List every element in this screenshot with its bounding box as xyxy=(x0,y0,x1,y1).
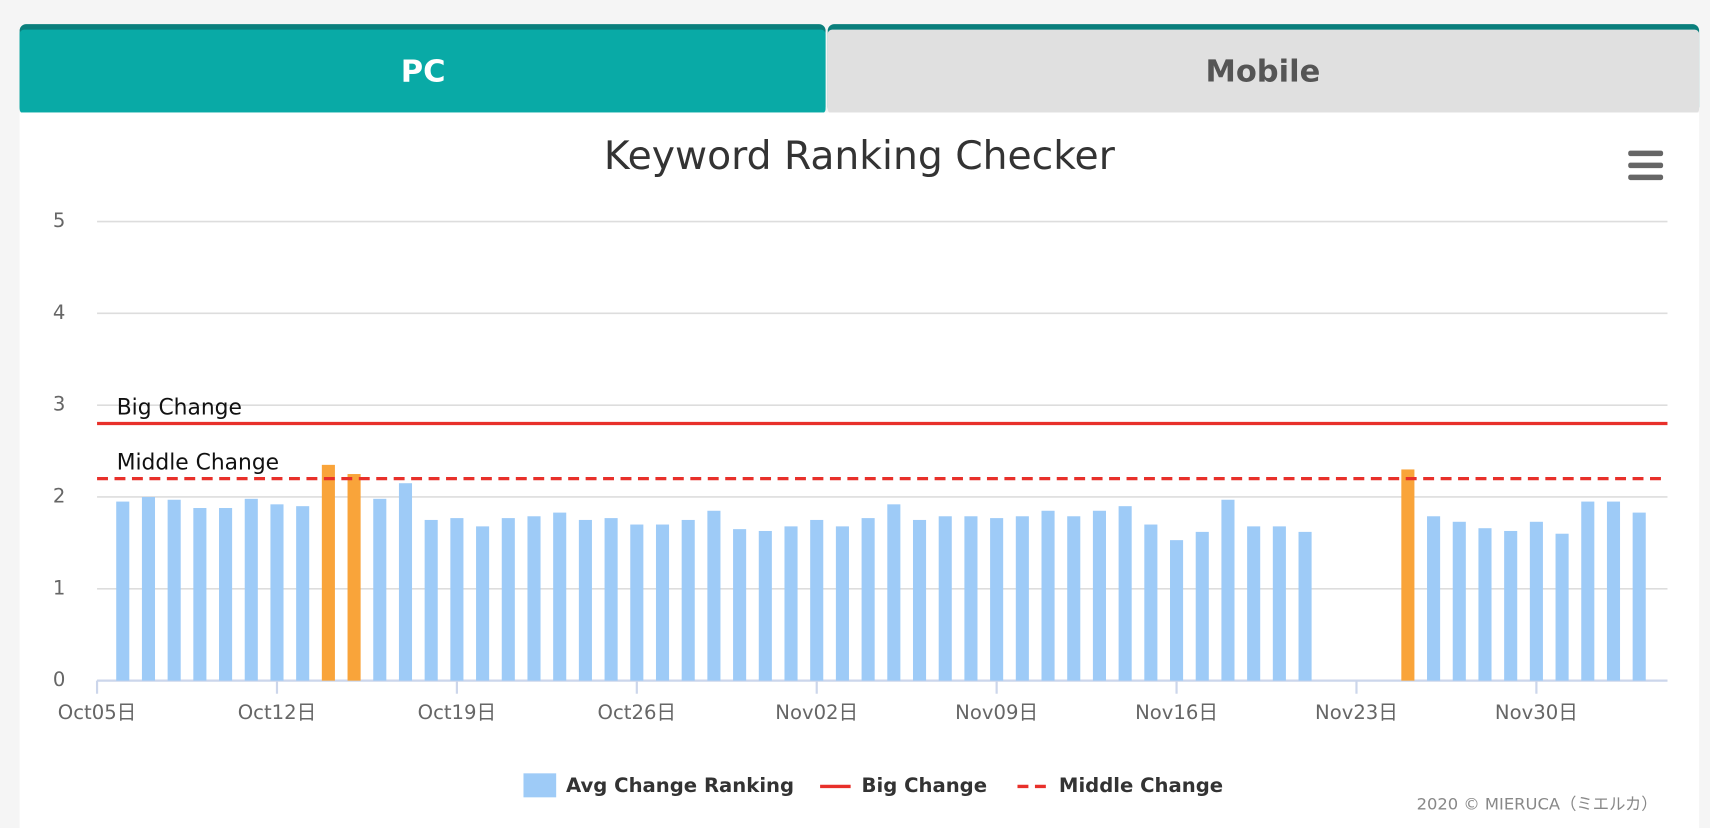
legend-label: Big Change xyxy=(862,774,988,797)
bar xyxy=(219,508,233,681)
bar xyxy=(1092,510,1106,681)
menu-bar[interactable] xyxy=(1628,162,1664,169)
bar xyxy=(116,501,130,681)
bar xyxy=(1298,531,1312,681)
footer: 2020 © MIERUCA（ミエルカ） xyxy=(1417,794,1658,813)
bar xyxy=(476,526,490,681)
x-tick-label: Nov16日 xyxy=(1135,701,1218,724)
legend-swatch xyxy=(523,773,557,798)
bar xyxy=(707,510,721,681)
bar xyxy=(193,508,207,681)
bar xyxy=(1015,516,1029,681)
bar xyxy=(501,518,515,681)
bar xyxy=(167,499,181,681)
bar xyxy=(578,519,592,681)
bar xyxy=(398,483,413,681)
reference-label: Middle Change xyxy=(117,450,279,475)
bar xyxy=(321,464,335,681)
bar xyxy=(1401,469,1415,681)
bar xyxy=(681,519,695,681)
bar xyxy=(938,516,952,681)
x-tick-label: Nov23日 xyxy=(1315,701,1398,724)
bar xyxy=(244,498,258,681)
bar xyxy=(1195,531,1209,681)
y-tick-label: 2 xyxy=(53,484,65,507)
menu-button[interactable] xyxy=(1628,150,1664,181)
x-tick-label: Oct12日 xyxy=(238,701,317,724)
bar xyxy=(1452,521,1466,681)
reference-label: Big Change xyxy=(117,395,242,420)
chart-title: Keyword Ranking Checker xyxy=(604,134,1116,179)
tab-label[interactable]: PC xyxy=(401,55,446,90)
y-tick-label: 5 xyxy=(53,209,65,232)
bar xyxy=(835,526,849,681)
x-tick-label: Oct26日 xyxy=(598,701,677,724)
bar xyxy=(887,504,901,681)
menu-bar[interactable] xyxy=(1628,174,1664,181)
bar xyxy=(424,519,438,681)
bar xyxy=(1170,540,1184,681)
x-tick-label: Oct05日 xyxy=(58,701,137,724)
x-tick-label: Nov30日 xyxy=(1495,701,1578,724)
bar xyxy=(450,518,464,681)
tab-mobile[interactable] xyxy=(827,29,1700,114)
bar xyxy=(1144,524,1158,681)
legend-label: Avg Change Ranking xyxy=(566,774,794,797)
bar xyxy=(1247,526,1261,681)
bar xyxy=(373,498,387,681)
bar xyxy=(604,518,618,681)
y-tick-label: 4 xyxy=(53,301,65,324)
bar xyxy=(964,516,978,681)
bar xyxy=(758,530,772,681)
bar xyxy=(347,474,361,681)
y-tick-label: 1 xyxy=(53,576,65,599)
bar xyxy=(1529,521,1543,681)
bar xyxy=(141,496,156,681)
bar xyxy=(810,519,824,681)
bar xyxy=(912,519,927,681)
bar xyxy=(861,518,875,681)
bar xyxy=(1606,501,1621,681)
y-tick-label: 3 xyxy=(53,393,65,416)
bar xyxy=(1272,526,1286,681)
bar xyxy=(1478,528,1492,681)
bar xyxy=(1632,512,1646,681)
bar xyxy=(733,529,747,681)
tab-pc[interactable] xyxy=(19,29,826,114)
x-tick-label: Nov02日 xyxy=(775,701,858,724)
x-tick-label: Nov09日 xyxy=(955,701,1038,724)
bar xyxy=(270,504,284,681)
bar xyxy=(553,512,567,681)
bar xyxy=(1118,506,1132,681)
bar xyxy=(1581,501,1595,681)
bar xyxy=(784,526,798,681)
bar xyxy=(1041,510,1055,681)
bar xyxy=(296,506,310,681)
bar xyxy=(655,524,670,681)
bar xyxy=(1221,499,1235,681)
bar xyxy=(1067,516,1081,681)
legend-label: Middle Change xyxy=(1059,774,1223,797)
bar xyxy=(1427,516,1441,681)
chart-card xyxy=(19,112,1700,828)
bar xyxy=(527,516,541,681)
tab-label[interactable]: Mobile xyxy=(1205,55,1320,90)
bar xyxy=(630,524,644,681)
x-tick-label: Oct19日 xyxy=(418,701,497,724)
menu-bar[interactable] xyxy=(1628,150,1664,157)
bar xyxy=(990,518,1004,681)
bar xyxy=(1555,533,1569,681)
y-tick-label: 0 xyxy=(53,668,65,691)
bar xyxy=(1504,530,1518,681)
